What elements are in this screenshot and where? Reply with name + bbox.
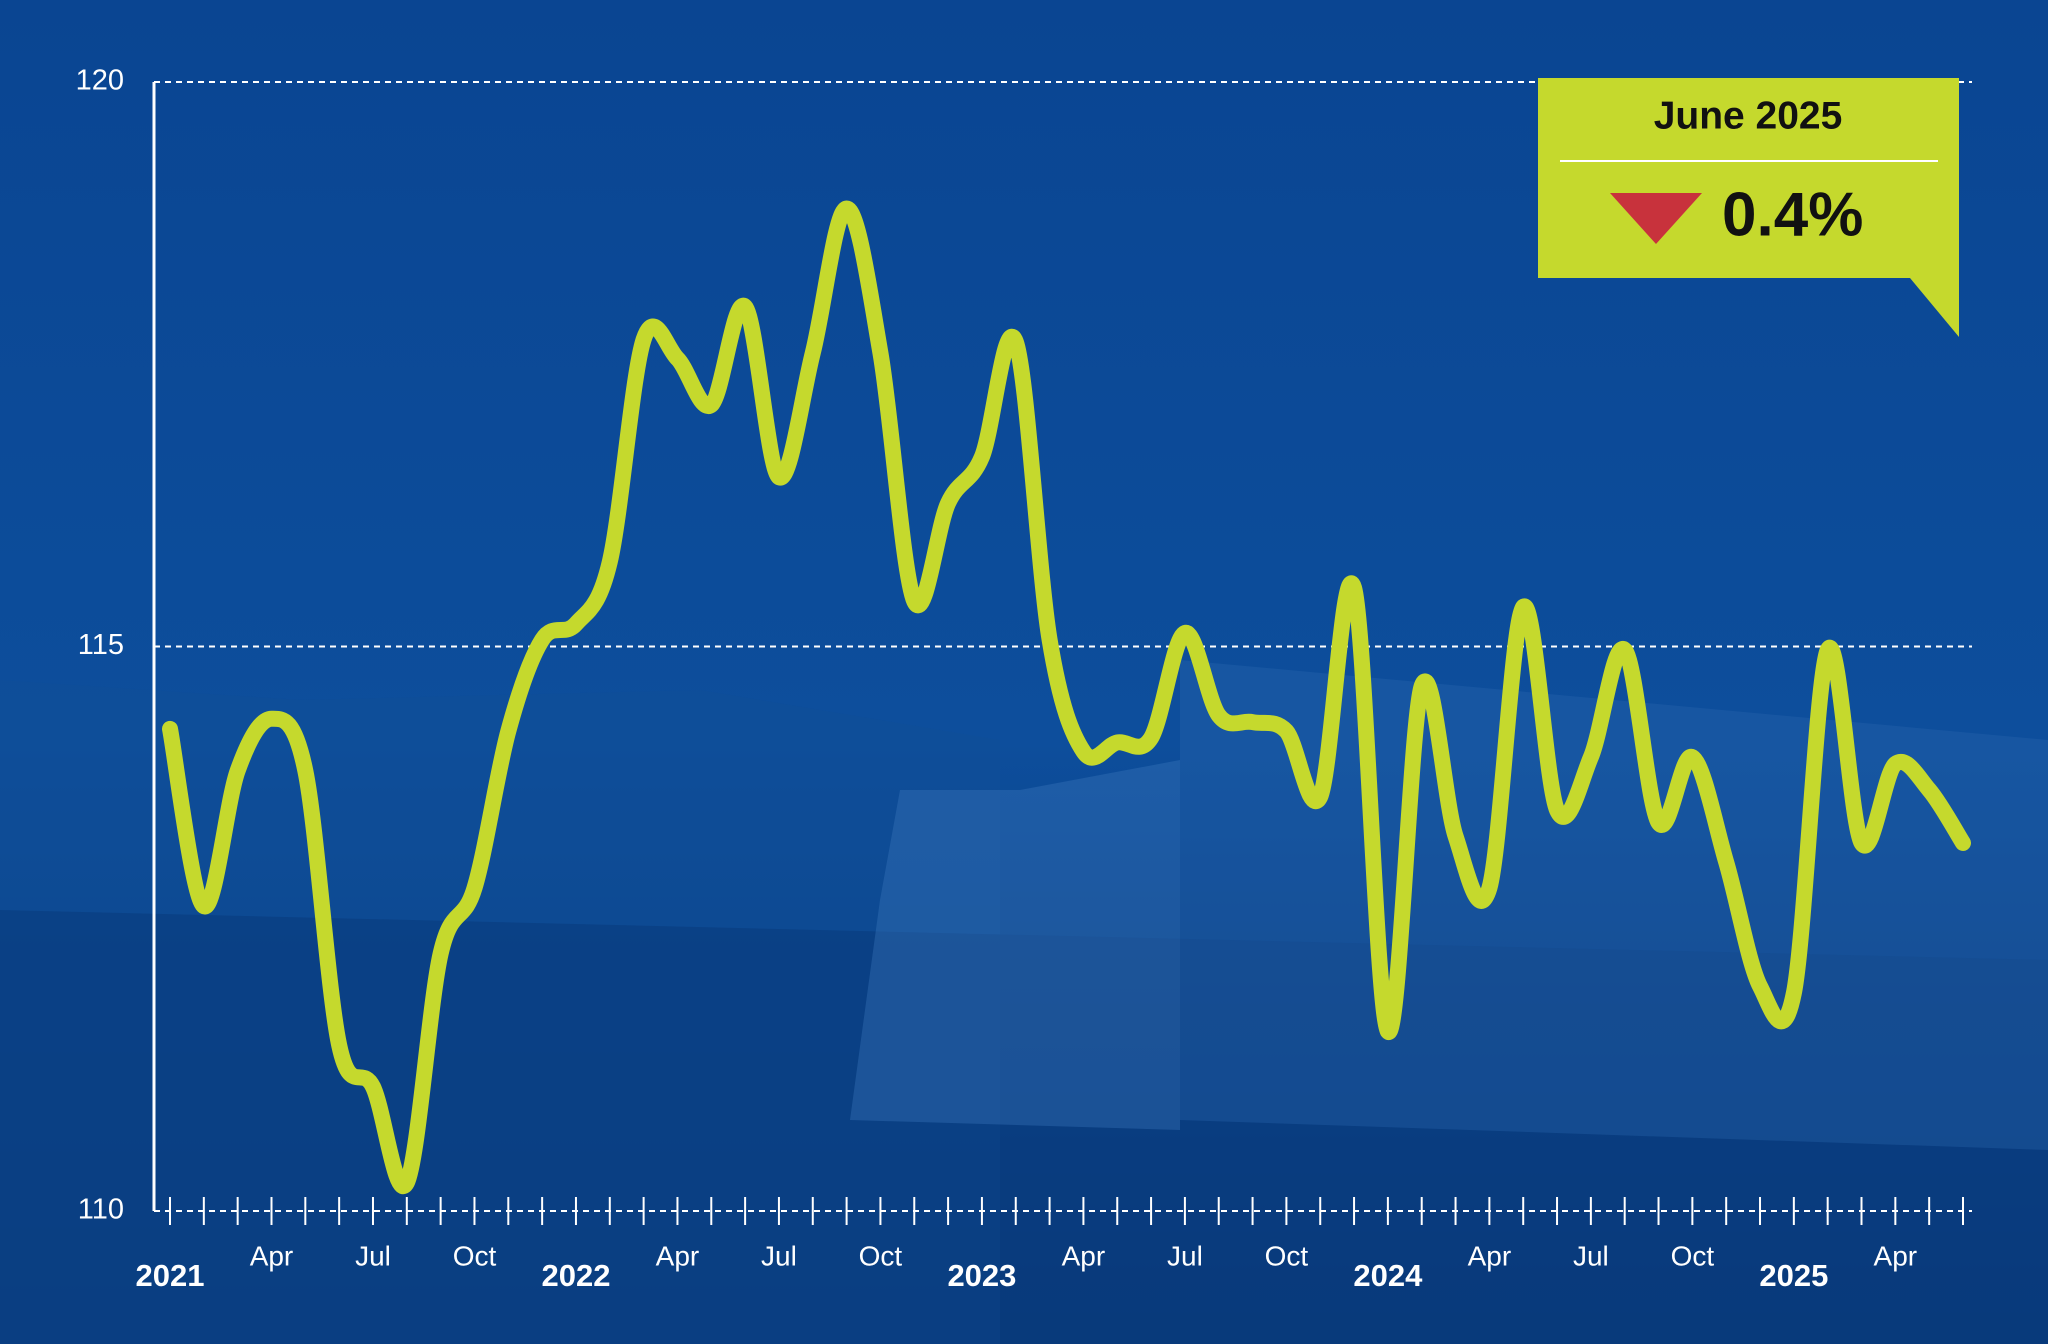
x-tick-label: Apr (1874, 1240, 1918, 1271)
x-tick-label: Jul (355, 1240, 391, 1271)
x-tick-label: Apr (656, 1240, 700, 1271)
callout-title: June 2025 (1654, 94, 1843, 137)
x-tick-label: Jul (1573, 1240, 1609, 1271)
x-tick-label: Jul (1167, 1240, 1203, 1271)
x-tick-label: 2022 (541, 1258, 610, 1293)
x-tick-label: Apr (250, 1240, 294, 1271)
x-tick-label: 2025 (1759, 1258, 1828, 1293)
x-tick-label: 2024 (1353, 1258, 1423, 1293)
truck-cab (850, 760, 1180, 1130)
down-arrow (1610, 193, 1702, 244)
x-tick-label: Oct (1265, 1240, 1309, 1271)
y-tick-label: 120 (76, 65, 124, 97)
y-tick-label: 115 (78, 629, 124, 661)
ground (0, 910, 2048, 1344)
x-tick-label: Oct (453, 1240, 497, 1271)
x-tick-label: Apr (1468, 1240, 1512, 1271)
callout: June 2025 0.4% (1538, 78, 1959, 337)
callout-box (1538, 78, 1959, 337)
x-tick-label: 2023 (947, 1258, 1016, 1293)
x-tick-label: 2021 (136, 1258, 205, 1293)
x-tick-label: Oct (1671, 1240, 1715, 1271)
x-tick-label: Oct (859, 1240, 903, 1271)
y-tick-label: 110 (78, 1194, 124, 1226)
trailer (1180, 660, 2048, 1150)
x-tick-label: Apr (1062, 1240, 1106, 1271)
data-line (162, 200, 1971, 1194)
x-tick-label: Jul (761, 1240, 797, 1271)
callout-value: 0.4% (1722, 180, 1863, 249)
